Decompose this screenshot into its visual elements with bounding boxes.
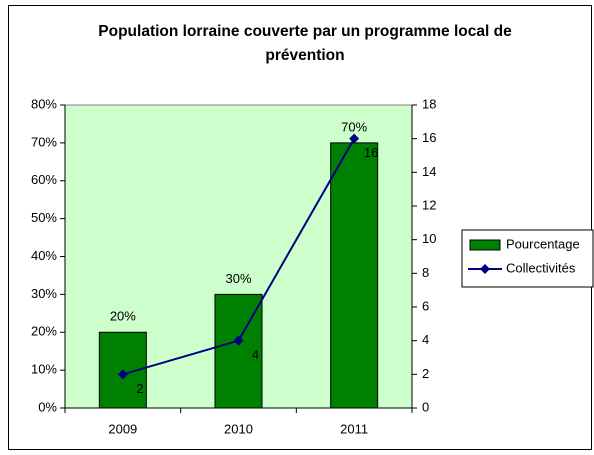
y2-tick-label: 2 [422,366,429,381]
legend-marker [480,264,490,274]
x-tick-label: 2010 [224,421,253,436]
y-tick-label: 60% [31,172,57,187]
y2-tick-label: 0 [422,399,429,414]
bar [330,142,379,409]
x-tick-label: 2011 [340,421,368,436]
y-tick-label: 40% [31,248,57,263]
y2-tick-label: 18 [422,96,436,111]
y-tick-label: 0% [38,399,57,414]
y-tick-label: 80% [31,96,57,111]
line-label: 4 [252,347,259,362]
line-label: 16 [364,145,378,160]
line-marker [117,369,128,380]
y2-tick-label: 6 [422,298,429,313]
y2-tick-label: 10 [422,231,436,246]
bar-label: 20% [110,309,136,324]
legend-label: Pourcentage [506,236,580,251]
y-tick-label: 50% [31,210,57,225]
y-tick-label: 30% [31,286,57,301]
bar-label: 70% [341,119,367,134]
y2-tick-label: 14 [422,164,436,179]
y2-tick-label: 16 [422,130,436,145]
y-tick-label: 70% [31,134,57,149]
y-tick-label: 10% [31,362,57,377]
legend-swatch [469,239,501,251]
y2-tick-label: 8 [422,265,429,280]
bar-label: 30% [225,271,251,286]
legend-label: Collectivités [506,260,576,275]
line-label: 2 [136,381,143,396]
line-marker [233,335,244,346]
x-tick-label: 2009 [108,421,137,436]
y-tick-label: 20% [31,324,57,339]
y2-tick-label: 12 [422,197,436,212]
line-marker [349,133,360,144]
chart-title: Population lorraine couverte par un prog… [98,23,512,64]
y2-tick-label: 4 [422,332,429,347]
